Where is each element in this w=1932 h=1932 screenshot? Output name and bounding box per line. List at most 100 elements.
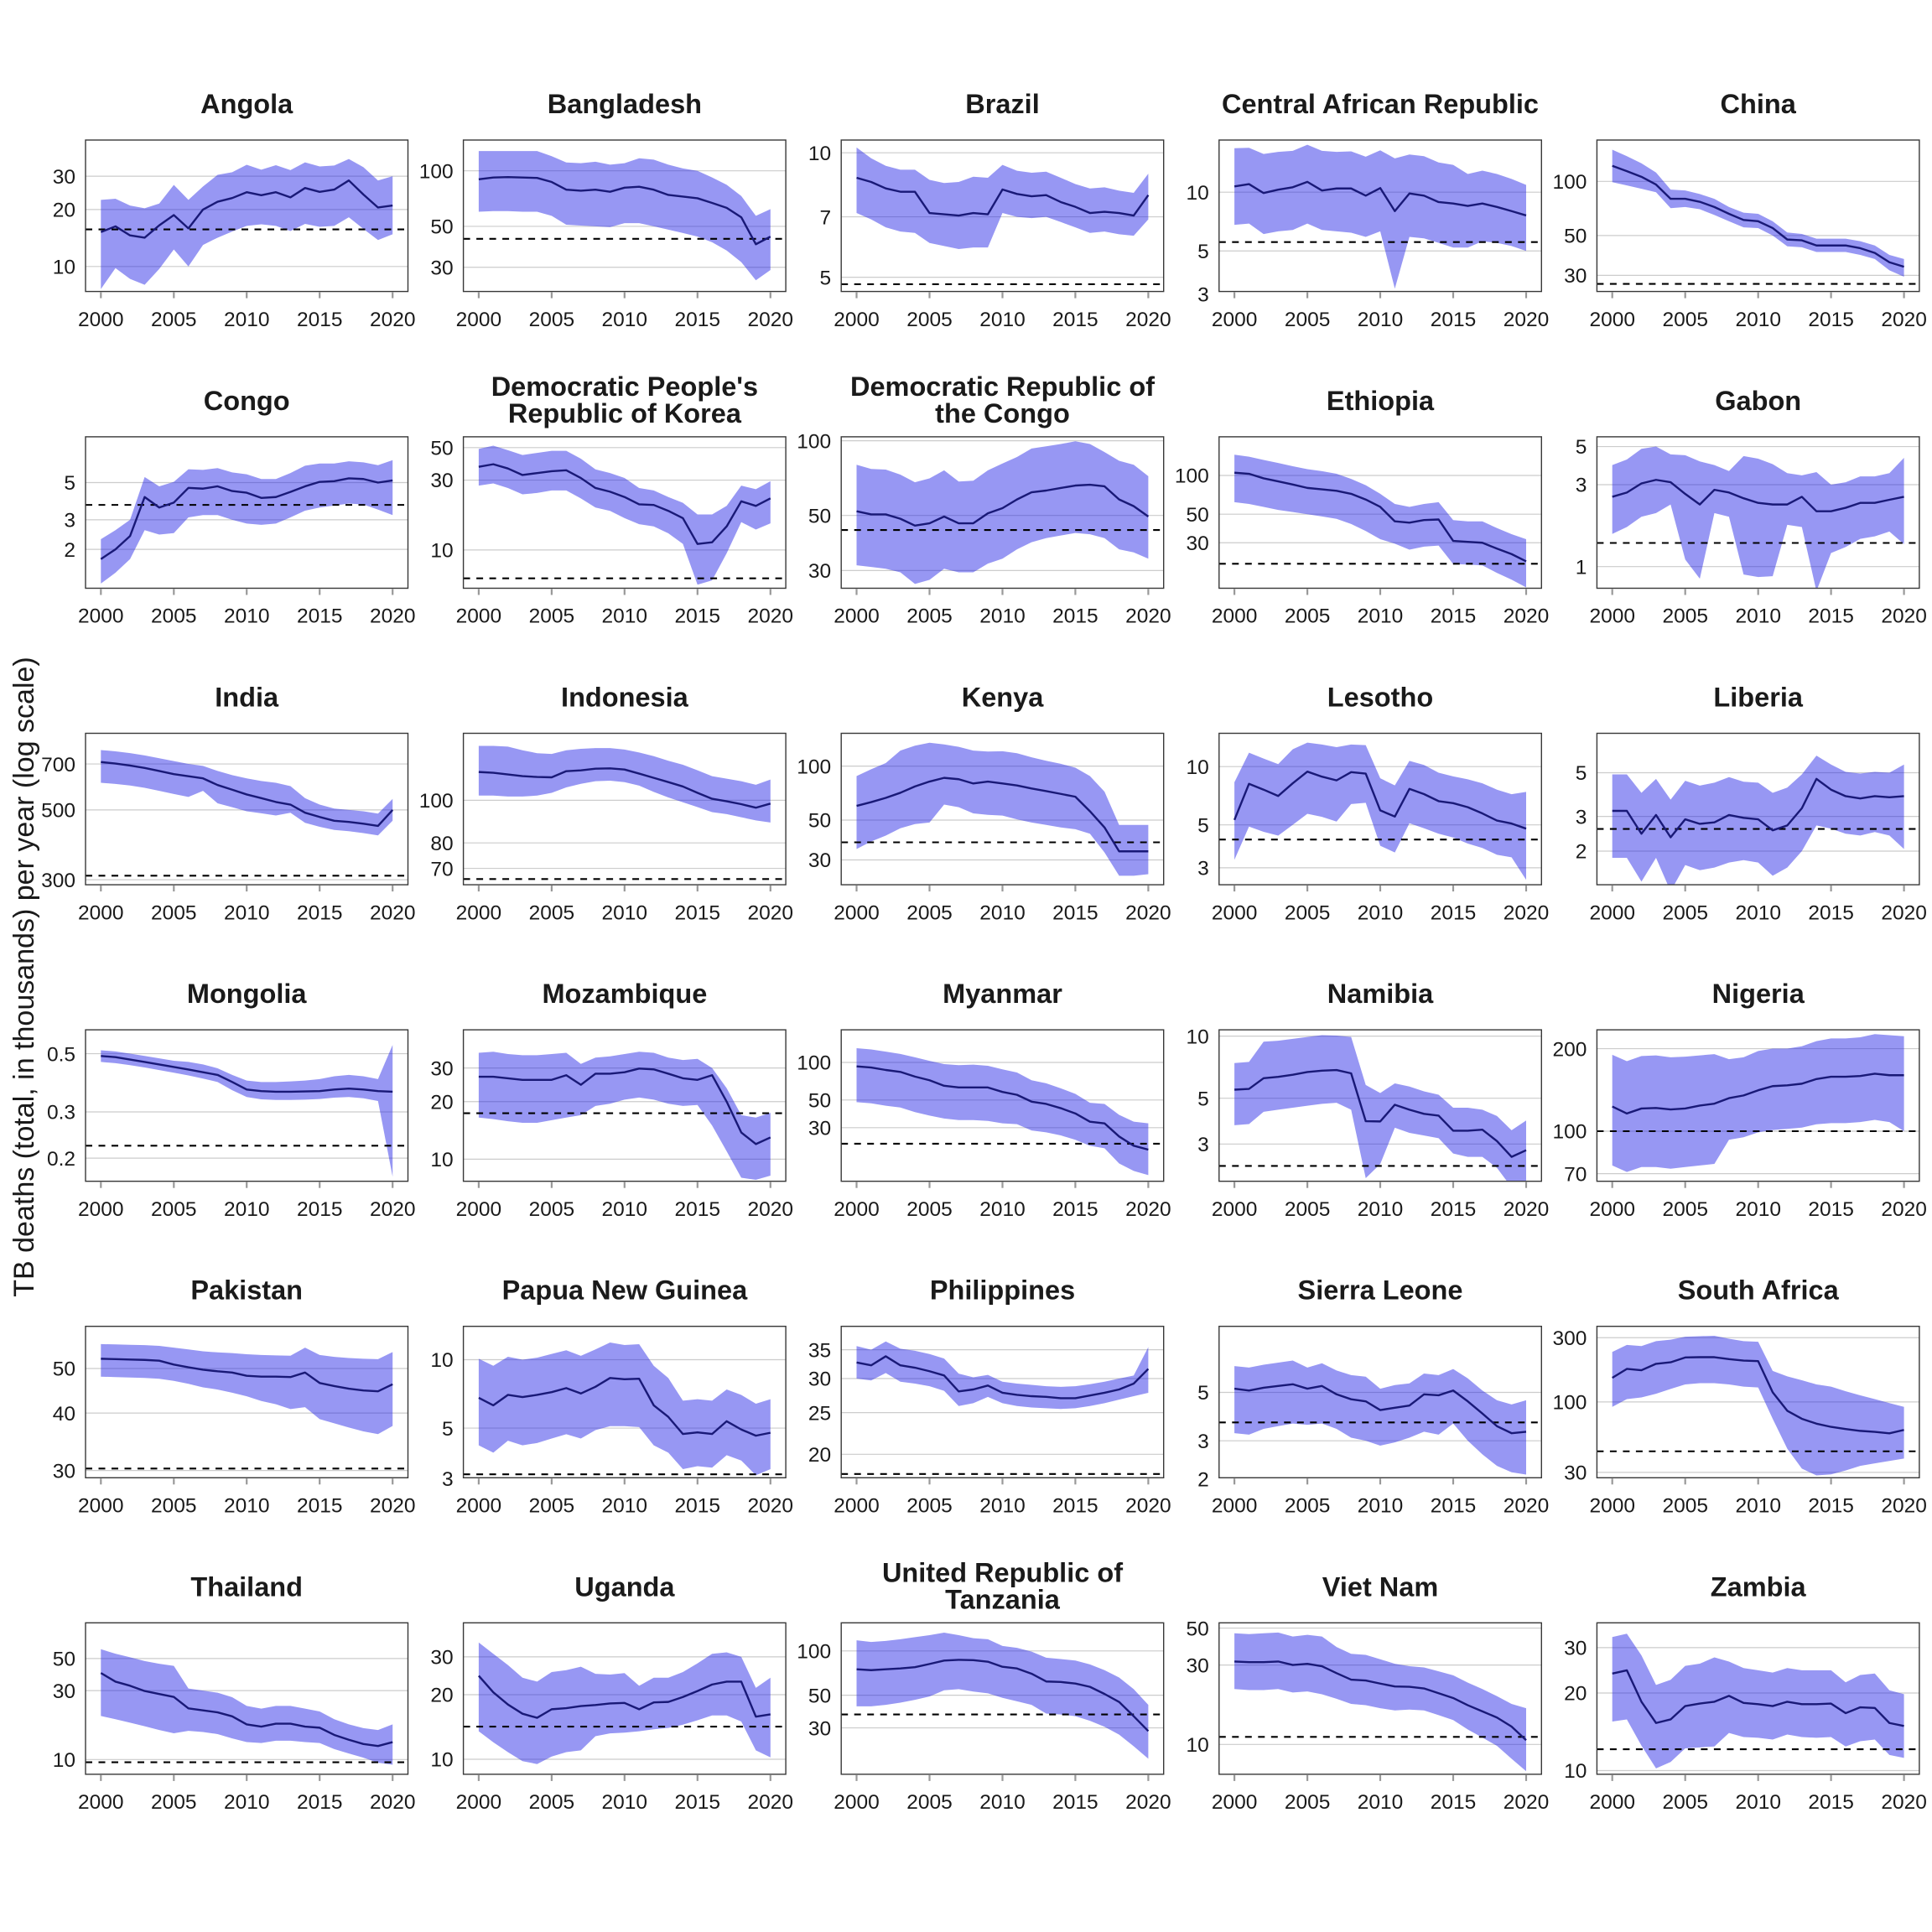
svg-text:2015: 2015 bbox=[1431, 1198, 1477, 1221]
svg-text:2010: 2010 bbox=[224, 605, 270, 628]
svg-text:Democratic Republic of: Democratic Republic of bbox=[850, 371, 1155, 402]
svg-text:2010: 2010 bbox=[979, 1495, 1026, 1518]
svg-text:2005: 2005 bbox=[529, 309, 575, 331]
svg-text:30: 30 bbox=[430, 1057, 453, 1080]
svg-text:30: 30 bbox=[1564, 1638, 1587, 1660]
svg-text:2000: 2000 bbox=[78, 1791, 124, 1814]
svg-text:10: 10 bbox=[430, 1149, 453, 1171]
svg-text:300: 300 bbox=[1553, 1327, 1587, 1350]
svg-text:100: 100 bbox=[1175, 465, 1209, 488]
svg-text:300: 300 bbox=[41, 870, 75, 892]
svg-text:2000: 2000 bbox=[834, 1791, 880, 1814]
svg-text:2020: 2020 bbox=[748, 309, 794, 331]
svg-text:2005: 2005 bbox=[529, 605, 575, 628]
svg-text:Uganda: Uganda bbox=[574, 1571, 675, 1602]
svg-text:2020: 2020 bbox=[370, 1791, 416, 1814]
svg-text:10: 10 bbox=[1187, 756, 1209, 779]
svg-text:30: 30 bbox=[808, 849, 831, 872]
svg-text:35: 35 bbox=[808, 1339, 831, 1362]
svg-text:2005: 2005 bbox=[1662, 1198, 1708, 1221]
svg-text:2005: 2005 bbox=[1662, 1495, 1708, 1518]
svg-text:2020: 2020 bbox=[748, 1495, 794, 1518]
svg-text:3: 3 bbox=[1197, 1134, 1209, 1156]
svg-text:2020: 2020 bbox=[748, 605, 794, 628]
svg-text:2000: 2000 bbox=[1212, 901, 1258, 924]
svg-text:Lesotho: Lesotho bbox=[1327, 683, 1433, 713]
svg-text:2000: 2000 bbox=[1589, 309, 1635, 331]
svg-text:100: 100 bbox=[419, 160, 454, 183]
svg-text:2015: 2015 bbox=[1808, 605, 1854, 628]
svg-text:2015: 2015 bbox=[675, 309, 721, 331]
svg-text:South Africa: South Africa bbox=[1678, 1275, 1840, 1306]
svg-text:30: 30 bbox=[1187, 1654, 1209, 1677]
svg-text:200: 200 bbox=[1553, 1038, 1587, 1061]
svg-text:10: 10 bbox=[430, 1749, 453, 1772]
svg-text:2000: 2000 bbox=[834, 901, 880, 924]
svg-text:50: 50 bbox=[808, 810, 831, 833]
svg-text:10: 10 bbox=[1187, 1026, 1209, 1048]
svg-text:80: 80 bbox=[430, 833, 453, 855]
svg-text:2000: 2000 bbox=[456, 605, 502, 628]
svg-text:2005: 2005 bbox=[529, 901, 575, 924]
svg-text:2000: 2000 bbox=[456, 309, 502, 331]
svg-text:2005: 2005 bbox=[906, 901, 953, 924]
svg-text:2020: 2020 bbox=[748, 901, 794, 924]
svg-text:2: 2 bbox=[1197, 1469, 1209, 1492]
svg-text:10: 10 bbox=[808, 143, 831, 165]
svg-text:2015: 2015 bbox=[1052, 605, 1098, 628]
svg-text:2000: 2000 bbox=[1212, 1495, 1258, 1518]
svg-text:2005: 2005 bbox=[1662, 309, 1708, 331]
svg-text:2010: 2010 bbox=[979, 1791, 1026, 1814]
svg-text:100: 100 bbox=[1553, 1121, 1587, 1144]
svg-text:2000: 2000 bbox=[1212, 605, 1258, 628]
svg-text:30: 30 bbox=[430, 1647, 453, 1670]
svg-text:2005: 2005 bbox=[529, 1198, 575, 1221]
svg-text:Philippines: Philippines bbox=[930, 1275, 1075, 1306]
svg-text:2010: 2010 bbox=[1735, 1198, 1781, 1221]
svg-text:2010: 2010 bbox=[1358, 1495, 1404, 1518]
svg-text:2020: 2020 bbox=[1881, 901, 1927, 924]
svg-text:30: 30 bbox=[430, 257, 453, 279]
svg-text:50: 50 bbox=[430, 438, 453, 460]
svg-text:70: 70 bbox=[1564, 1163, 1587, 1186]
svg-text:500: 500 bbox=[41, 800, 75, 823]
svg-text:30: 30 bbox=[430, 470, 453, 492]
svg-text:50: 50 bbox=[1564, 226, 1587, 248]
svg-text:2: 2 bbox=[1576, 841, 1587, 864]
svg-text:United Republic of: United Republic of bbox=[882, 1557, 1123, 1587]
svg-text:2020: 2020 bbox=[748, 1791, 794, 1814]
svg-text:2000: 2000 bbox=[78, 309, 124, 331]
svg-text:2010: 2010 bbox=[1358, 901, 1404, 924]
svg-text:30: 30 bbox=[808, 560, 831, 583]
svg-text:5: 5 bbox=[442, 1418, 454, 1441]
svg-text:0.2: 0.2 bbox=[47, 1148, 75, 1171]
svg-text:2015: 2015 bbox=[675, 605, 721, 628]
svg-text:2010: 2010 bbox=[1735, 309, 1781, 331]
svg-text:50: 50 bbox=[1187, 1618, 1209, 1640]
svg-text:2010: 2010 bbox=[979, 605, 1026, 628]
svg-text:5: 5 bbox=[64, 472, 75, 495]
svg-text:2005: 2005 bbox=[906, 1198, 953, 1221]
svg-text:2020: 2020 bbox=[1125, 1495, 1171, 1518]
svg-text:2020: 2020 bbox=[1125, 309, 1171, 331]
svg-text:2010: 2010 bbox=[602, 605, 648, 628]
svg-text:2005: 2005 bbox=[1662, 1791, 1708, 1814]
svg-text:2010: 2010 bbox=[1735, 1495, 1781, 1518]
svg-text:2020: 2020 bbox=[1125, 605, 1171, 628]
svg-text:China: China bbox=[1721, 89, 1797, 119]
svg-text:2000: 2000 bbox=[78, 1495, 124, 1518]
svg-text:50: 50 bbox=[53, 1649, 75, 1671]
svg-text:Zambia: Zambia bbox=[1711, 1571, 1807, 1602]
svg-text:Mongolia: Mongolia bbox=[187, 979, 308, 1009]
svg-text:3: 3 bbox=[1576, 475, 1587, 497]
svg-text:2010: 2010 bbox=[224, 1198, 270, 1221]
svg-text:20: 20 bbox=[53, 200, 75, 222]
svg-text:2000: 2000 bbox=[456, 1791, 502, 1814]
svg-text:2005: 2005 bbox=[151, 309, 197, 331]
svg-text:50: 50 bbox=[1187, 504, 1209, 527]
svg-text:50: 50 bbox=[430, 216, 453, 239]
svg-text:Central African Republic: Central African Republic bbox=[1222, 89, 1539, 119]
svg-text:2000: 2000 bbox=[834, 605, 880, 628]
svg-text:20: 20 bbox=[430, 1092, 453, 1114]
svg-text:2005: 2005 bbox=[1285, 1495, 1331, 1518]
